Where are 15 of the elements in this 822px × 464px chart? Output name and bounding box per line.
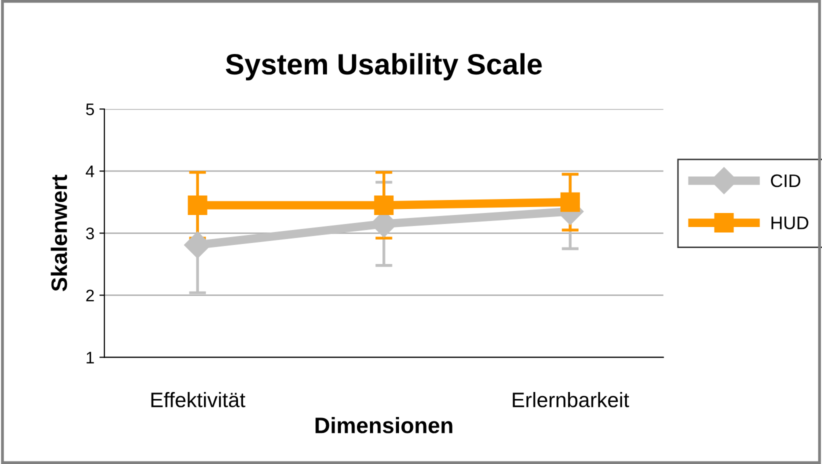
y-tick-label: 4	[86, 166, 94, 178]
y-tick-label: 5	[86, 104, 94, 116]
x-axis-title: Dimensionen	[316, 416, 452, 434]
x-tick-label: Erlernbarkeit	[512, 392, 630, 408]
legend-label: HUD	[772, 216, 808, 230]
legend-label: CID	[770, 174, 800, 188]
point	[560, 192, 580, 212]
chart-title: System Usability Scale	[226, 53, 542, 80]
y-tick-label: 2	[86, 290, 94, 302]
point	[188, 196, 208, 215]
x-tick-label: Effektivität	[151, 392, 246, 408]
y-axis-title: Skalenwert	[50, 174, 68, 292]
y-tick-label: 1	[86, 352, 94, 364]
point	[374, 196, 394, 215]
y-tick-label: 3	[86, 228, 94, 240]
